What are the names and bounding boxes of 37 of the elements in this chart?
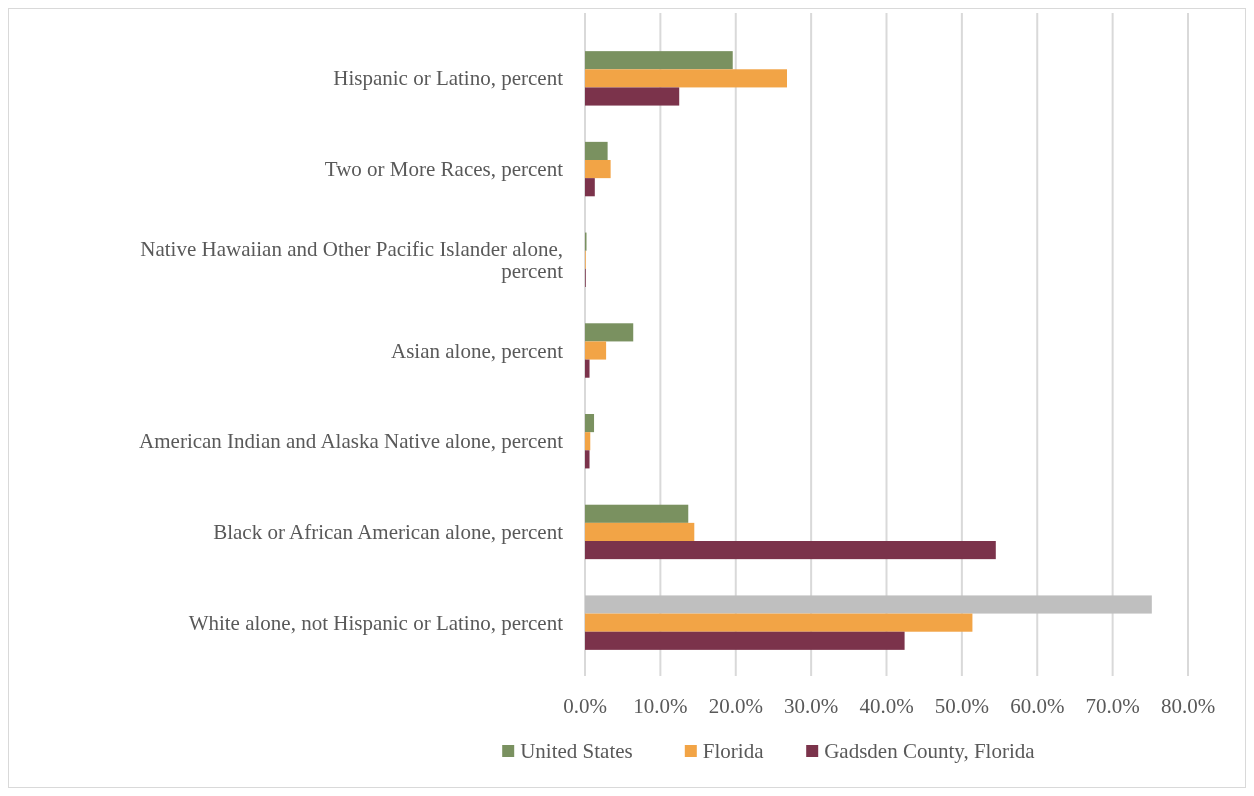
bar [585,69,788,88]
x-tick-label: 70.0% [1085,694,1140,718]
bar [585,323,634,342]
bar [585,522,695,541]
bar [585,160,611,179]
x-tick-label: 10.0% [633,694,688,718]
x-tick-label: 30.0% [784,694,839,718]
y-tick-label: Asian alone, percent [390,338,564,363]
bar [585,432,591,451]
y-tick-label: Two or More Races, percent [324,157,564,182]
x-tick-label: 60.0% [1010,694,1065,718]
y-tick-label: Hispanic or Latino, percent [333,66,564,91]
bar [585,178,595,197]
legend-label: Gadsden County, Florida [824,739,1036,763]
legend-label: Florida [702,739,765,763]
bar [585,631,905,650]
y-tick-label: American Indian and Alaska Native alone, percent [139,429,564,454]
bar [585,613,973,632]
x-tick-label: 40.0% [859,694,914,718]
y-tick-label: Native Hawaiian and Other Pacific Islander alone, percent [140,236,564,283]
bar [585,595,1152,614]
x-tick-label: 20.0% [708,694,763,718]
bar [585,51,733,70]
bar [585,87,680,106]
bar [585,141,608,160]
bar [585,504,689,523]
y-tick-label: White alone, not Hispanic or Latino, percent [188,610,564,635]
bar [585,341,607,360]
legend-label: United States [520,739,633,763]
bar [585,541,996,560]
y-tick-label: Black or African American alone, percent [213,519,564,544]
x-tick-label: 50.0% [934,694,989,718]
bar [585,450,590,469]
bar [585,414,595,433]
x-tick-label: 80.0% [1160,694,1216,718]
x-tick-label: 0.0% [563,694,607,718]
bar [585,359,590,378]
